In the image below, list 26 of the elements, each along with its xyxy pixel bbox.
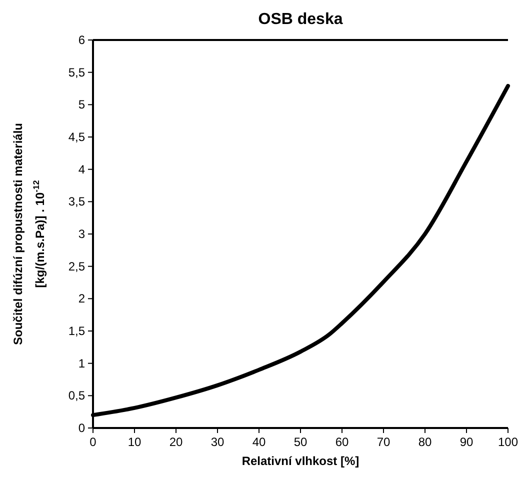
y-tick-label: 2,5 [68,259,86,274]
y-tick-label: 3 [78,227,86,241]
y-tick-label: 1 [78,356,86,370]
y-tick-label: 5 [78,98,86,112]
y-tick-label: 4,5 [68,130,86,144]
x-tick-label: 40 [252,435,266,449]
x-tick-label: 20 [169,435,183,449]
y-tick-label: 0 [78,421,86,435]
y-tick-label: 1,5 [68,324,86,338]
x-axis-title: Relativní vlhkost [%] [242,454,360,468]
y-tick-label: 6 [78,33,86,47]
x-tick-label: 30 [210,435,224,449]
y-tick-label: 2 [78,292,86,306]
x-tick-label: 70 [376,435,390,449]
y-tick-label: 3,5 [68,194,86,209]
x-tick-label: 80 [418,435,432,449]
y-tick-label: 5,5 [68,65,86,80]
x-tick-label: 10 [128,435,142,449]
chart-title: OSB deska [258,11,343,28]
y-tick-label: 0,5 [68,388,86,403]
x-tick-label: 50 [294,435,308,449]
x-tick-label: 60 [335,435,349,449]
y-tick-label: 4 [78,162,86,176]
x-tick-label: 0 [90,435,97,449]
x-tick-label: 100 [498,435,518,449]
x-tick-label: 90 [460,435,474,449]
